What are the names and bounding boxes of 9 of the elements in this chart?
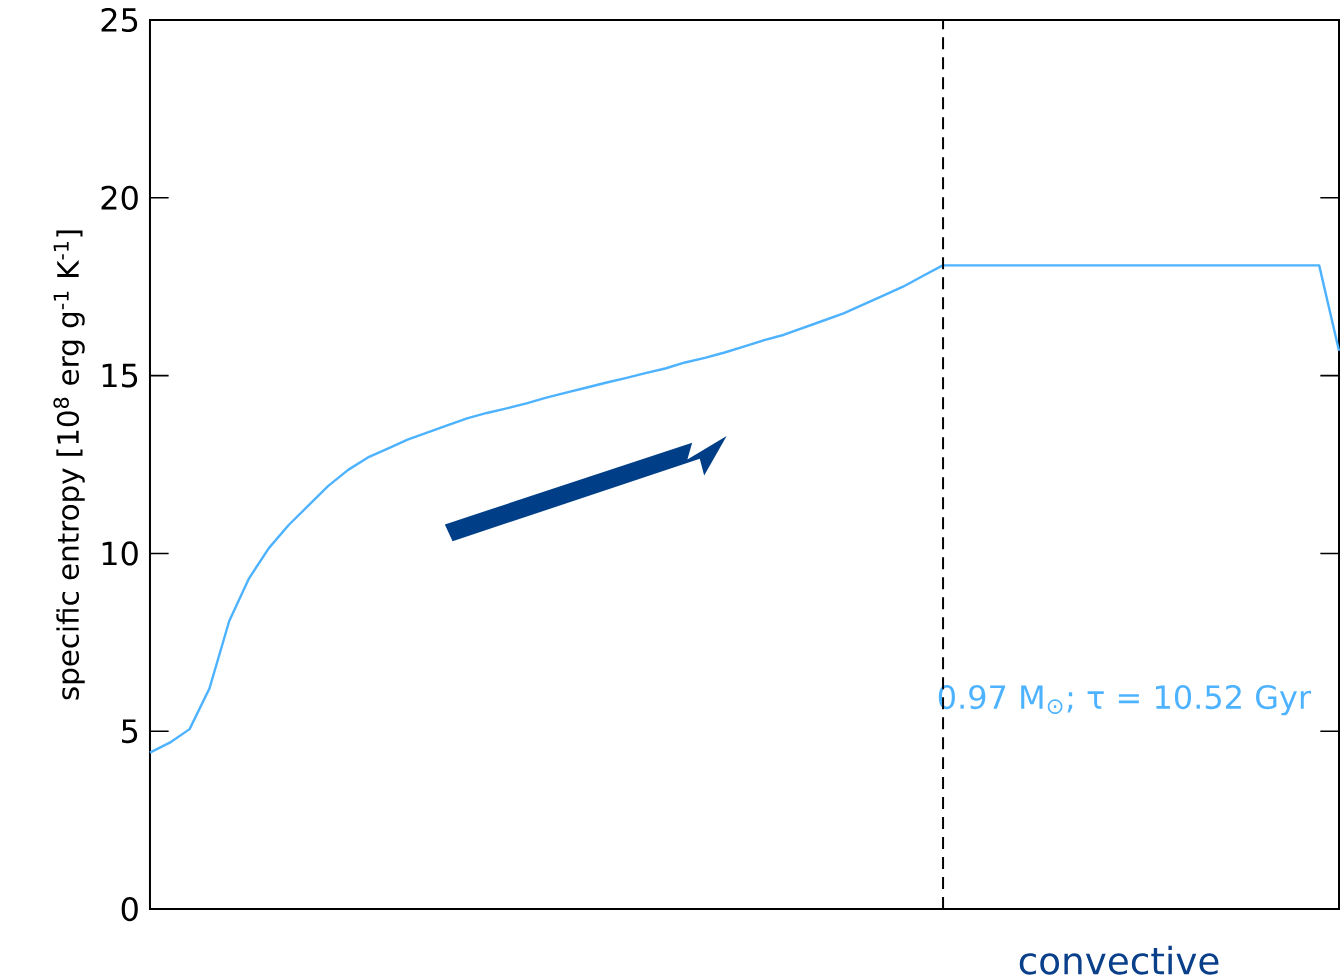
y-axis-title: specific entropy [10$^{8}$ erg g$^{-1}$ K$^{-1}$]: [53, 230, 85, 700]
y-tick-label: 25: [101, 8, 138, 33]
y-tick-label: 10: [102, 541, 138, 566]
y-tick-label: 20: [101, 185, 138, 211]
y-tick-label: 0: [121, 897, 138, 922]
y-tick-label: 15: [102, 363, 138, 388]
y-tick-label: 5: [122, 719, 138, 744]
text: 0.97 M$_{⊙}$; τ = 10.52 Gyr: [938, 685, 1312, 716]
text: convective: [1019, 945, 1219, 975]
